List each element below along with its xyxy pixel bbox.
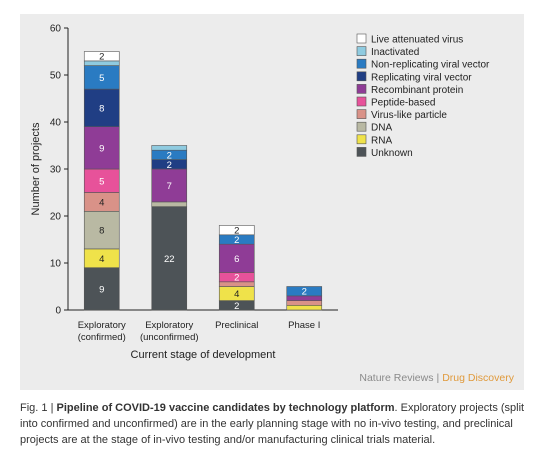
y-tick-label: 60 xyxy=(50,24,62,35)
bar-segment-preclinical-live-attenuated-virus xyxy=(218,225,255,236)
credit-journal: Drug Discovery xyxy=(442,372,514,384)
figure-caption: Fig. 1 | Pipeline of COVID-19 vaccine ca… xyxy=(20,400,530,448)
bar-segment-exploratory-confirmed-unknown xyxy=(83,267,120,311)
x-axis-title: Current stage of development xyxy=(131,349,276,361)
legend-label: RNA xyxy=(371,135,392,146)
legend-label: Non-replicating viral vector xyxy=(371,60,490,71)
bar-segment-phase-1-rna xyxy=(286,304,323,311)
y-tick-label: 30 xyxy=(50,165,62,176)
data-label: 8 xyxy=(99,226,104,237)
data-label: 2 xyxy=(99,52,104,63)
caption-body: . Exploratory projects (split into confi… xyxy=(20,402,525,446)
data-label: 22 xyxy=(164,254,175,265)
legend-label: Inactivated xyxy=(371,47,419,58)
data-label: 8 xyxy=(99,103,104,114)
x-tick-label: Preclinical xyxy=(215,320,258,331)
legend-swatch xyxy=(356,84,367,94)
legend-label: Peptide-based xyxy=(371,98,436,109)
legend-swatch xyxy=(356,71,367,82)
data-label: 2 xyxy=(167,150,172,161)
legend-swatch xyxy=(356,33,367,44)
journal-credit: Nature Reviews | Drug Discovery xyxy=(359,372,514,384)
bar-segment-exploratory-unconfirmed-inactivated xyxy=(151,145,188,151)
data-label: 2 xyxy=(234,301,239,312)
data-label: 4 xyxy=(234,289,239,300)
data-label: 5 xyxy=(99,176,104,187)
data-label: 5 xyxy=(99,73,104,84)
data-label: 9 xyxy=(99,284,104,295)
credit-brand: Nature Reviews xyxy=(359,372,434,384)
data-label: 2 xyxy=(167,160,172,171)
legend-label: DNA xyxy=(371,123,392,134)
bar-segment-exploratory-unconfirmed-recombinant-protein xyxy=(151,168,188,203)
caption-prefix: Fig. 1 | xyxy=(20,402,57,414)
x-tick-label: (confirmed) xyxy=(78,332,126,343)
legend-swatch xyxy=(356,147,367,157)
x-tick-label: (unconfirmed) xyxy=(140,332,199,343)
y-tick-label: 10 xyxy=(50,259,62,270)
data-label: 2 xyxy=(234,273,239,284)
legend-label: Unknown xyxy=(371,148,413,159)
y-tick-label: 20 xyxy=(50,212,62,223)
legend-swatch xyxy=(356,46,367,56)
legend-label: Recombinant protein xyxy=(371,85,463,96)
legend-swatch xyxy=(356,134,367,145)
x-tick-label: Phase I xyxy=(288,320,320,331)
legend-label: Virus-like particle xyxy=(371,110,447,121)
data-label: 2 xyxy=(234,235,239,246)
legend-label: Live attenuated virus xyxy=(371,35,463,46)
bar-segment-exploratory-confirmed-live-attenuated-virus xyxy=(83,51,120,62)
figure-panel: 0 10 20 30 40 50 60 Number of projects 9 4 8 4 5 9 8 5 2… xyxy=(20,14,524,390)
data-label: 9 xyxy=(99,143,104,154)
stacked-bar-chart: 0 10 20 30 40 50 60 Number of projects 9 4 8 4 5 9 8 5 2… xyxy=(30,24,490,362)
bar-segment-exploratory-confirmed-replicating-viral-vector xyxy=(83,88,120,127)
bar-segment-phase-1-non-replicating-viral-vector xyxy=(286,286,323,297)
data-label: 4 xyxy=(99,254,104,265)
legend-swatch xyxy=(356,121,367,132)
x-tick-label: Exploratory xyxy=(145,320,193,331)
legend-swatch xyxy=(356,58,367,69)
caption-title: Pipeline of COVID-19 vaccine candidates … xyxy=(56,402,395,414)
data-label: 2 xyxy=(302,287,307,298)
bar-segment-exploratory-unconfirmed-unknown xyxy=(151,206,188,311)
x-tick-label: Exploratory xyxy=(78,320,126,331)
bar-segment-exploratory-unconfirmed-dna xyxy=(151,201,188,207)
data-label: 2 xyxy=(234,226,239,237)
y-tick-label: 50 xyxy=(50,71,62,82)
y-tick-label: 0 xyxy=(55,306,61,317)
legend-label: Replicating viral vector xyxy=(371,72,472,83)
data-label: 6 xyxy=(234,254,239,265)
y-axis-title: Number of projects xyxy=(30,122,42,215)
legend-swatch xyxy=(356,109,367,119)
credit-separator: | xyxy=(436,372,440,384)
data-label: 7 xyxy=(167,181,172,192)
bar-segment-preclinical-recombinant-protein xyxy=(218,243,255,273)
data-label: 4 xyxy=(99,197,104,208)
bar-segment-phase-1-virus-like-particle xyxy=(286,300,323,306)
legend-swatch xyxy=(356,96,367,107)
y-tick-label: 40 xyxy=(50,118,62,129)
